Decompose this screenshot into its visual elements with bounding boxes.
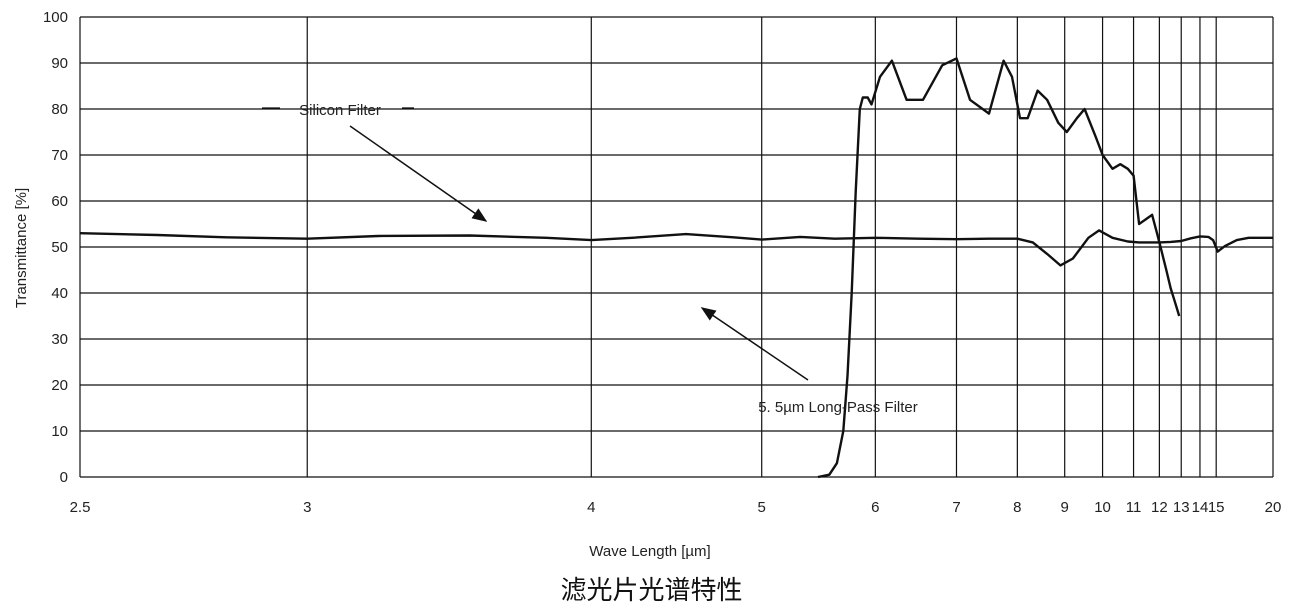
series-line-0 (79, 229, 1273, 267)
y-tick-label: 40 (51, 285, 68, 302)
y-tick-label: 0 (60, 469, 68, 486)
annotation-arrow-silicon (349, 125, 488, 222)
annotation-arrow-long-pass (700, 307, 809, 381)
y-tick-label: 100 (43, 9, 68, 26)
y-tick-label: 70 (51, 147, 68, 164)
x-tick-label: 20 (1265, 499, 1282, 516)
tick-labels: 0 10 20 30 40 50 60 70 80 90 100 2.5 3 4 5 6 7 8 9 10 11 12 13… (43, 9, 1281, 516)
y-tick-label: 60 (51, 193, 68, 210)
x-tick-label: 7 (952, 499, 960, 516)
x-tick-label: 13 (1173, 499, 1190, 516)
y-tick-label: 80 (51, 101, 68, 118)
x-tick-label: 9 (1061, 499, 1069, 516)
grid-lines (79, 16, 1274, 478)
x-tick-label: 6 (871, 499, 879, 516)
y-axis-label: Transmittance [%] (13, 188, 30, 308)
x-tick-label: 10 (1094, 499, 1111, 516)
x-tick-label: 14 (1192, 499, 1209, 516)
x-tick-label: 15 (1208, 499, 1225, 516)
x-axis-label: Wave Length [µm] (589, 543, 710, 560)
x-tick-label: 11 (1126, 499, 1142, 516)
y-tick-label: 10 (51, 423, 68, 440)
annotation-silicon-filter: Silicon Filter (299, 102, 381, 119)
y-tick-label: 20 (51, 377, 68, 394)
x-tick-label: 4 (587, 499, 595, 516)
series-lines (79, 57, 1273, 479)
series-line-1 (817, 57, 1181, 479)
y-tick-label: 90 (51, 55, 68, 72)
y-tick-label: 30 (51, 331, 68, 348)
figure-caption: 滤光片光谱特性 (560, 576, 743, 606)
x-tick-label: 8 (1013, 499, 1021, 516)
annotation-long-pass-filter: 5. 5µm Long-Pass Filter (758, 399, 918, 416)
x-tick-label: 2.5 (70, 499, 91, 516)
y-tick-label: 50 (51, 239, 68, 256)
annotations: Silicon Filter 5. 5µm Long-Pass Filter (262, 102, 918, 416)
x-tick-label: 12 (1151, 499, 1168, 516)
x-tick-label: 3 (303, 499, 311, 516)
x-tick-label: 5 (758, 499, 766, 516)
